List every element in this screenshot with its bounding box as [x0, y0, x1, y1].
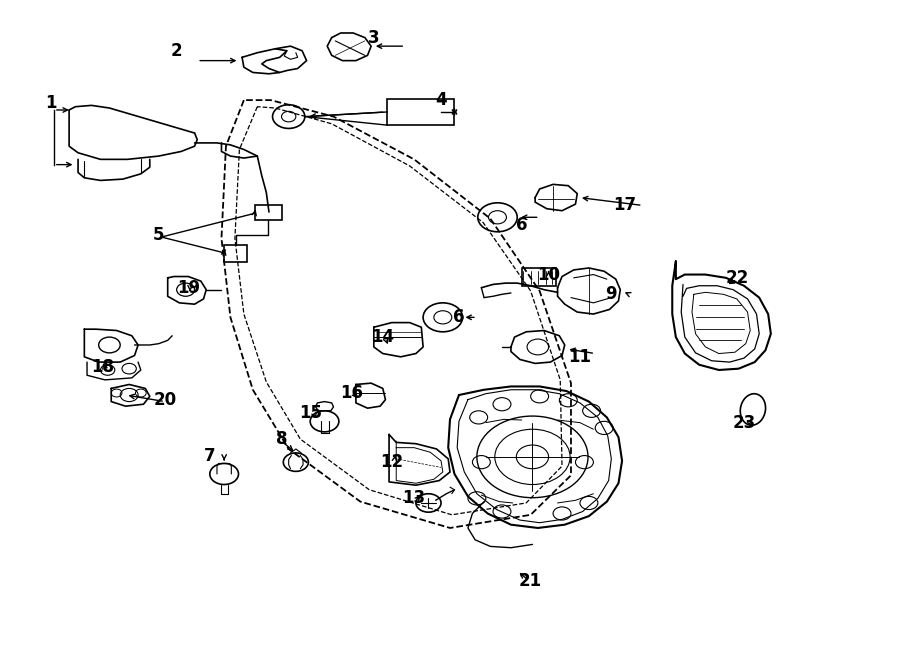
Text: 9: 9 [606, 286, 617, 303]
Bar [387, 98, 454, 125]
Text: 19: 19 [176, 279, 200, 297]
Text: 21: 21 [519, 572, 542, 590]
Text: 7: 7 [204, 447, 216, 465]
Text: 3: 3 [368, 28, 380, 46]
Text: 6: 6 [454, 308, 464, 327]
Text: 10: 10 [537, 266, 560, 284]
Text: 14: 14 [371, 328, 394, 346]
Text: 5: 5 [153, 226, 165, 244]
Text: 22: 22 [725, 269, 749, 287]
Text: 23: 23 [733, 414, 756, 432]
Text: 13: 13 [402, 489, 426, 508]
Text: 6: 6 [516, 216, 527, 234]
Text: 15: 15 [300, 404, 322, 422]
Text: 16: 16 [340, 384, 363, 402]
Text: 18: 18 [91, 358, 113, 375]
Text: 11: 11 [569, 348, 591, 366]
Bar [255, 206, 282, 220]
Text: 12: 12 [380, 453, 403, 471]
Text: 20: 20 [153, 391, 176, 408]
Text: 8: 8 [275, 430, 287, 448]
Bar [224, 245, 248, 262]
Text: 17: 17 [613, 196, 636, 214]
Text: 1: 1 [45, 95, 57, 112]
Text: 2: 2 [171, 42, 183, 59]
Text: 4: 4 [436, 91, 447, 109]
Bar [522, 268, 556, 286]
